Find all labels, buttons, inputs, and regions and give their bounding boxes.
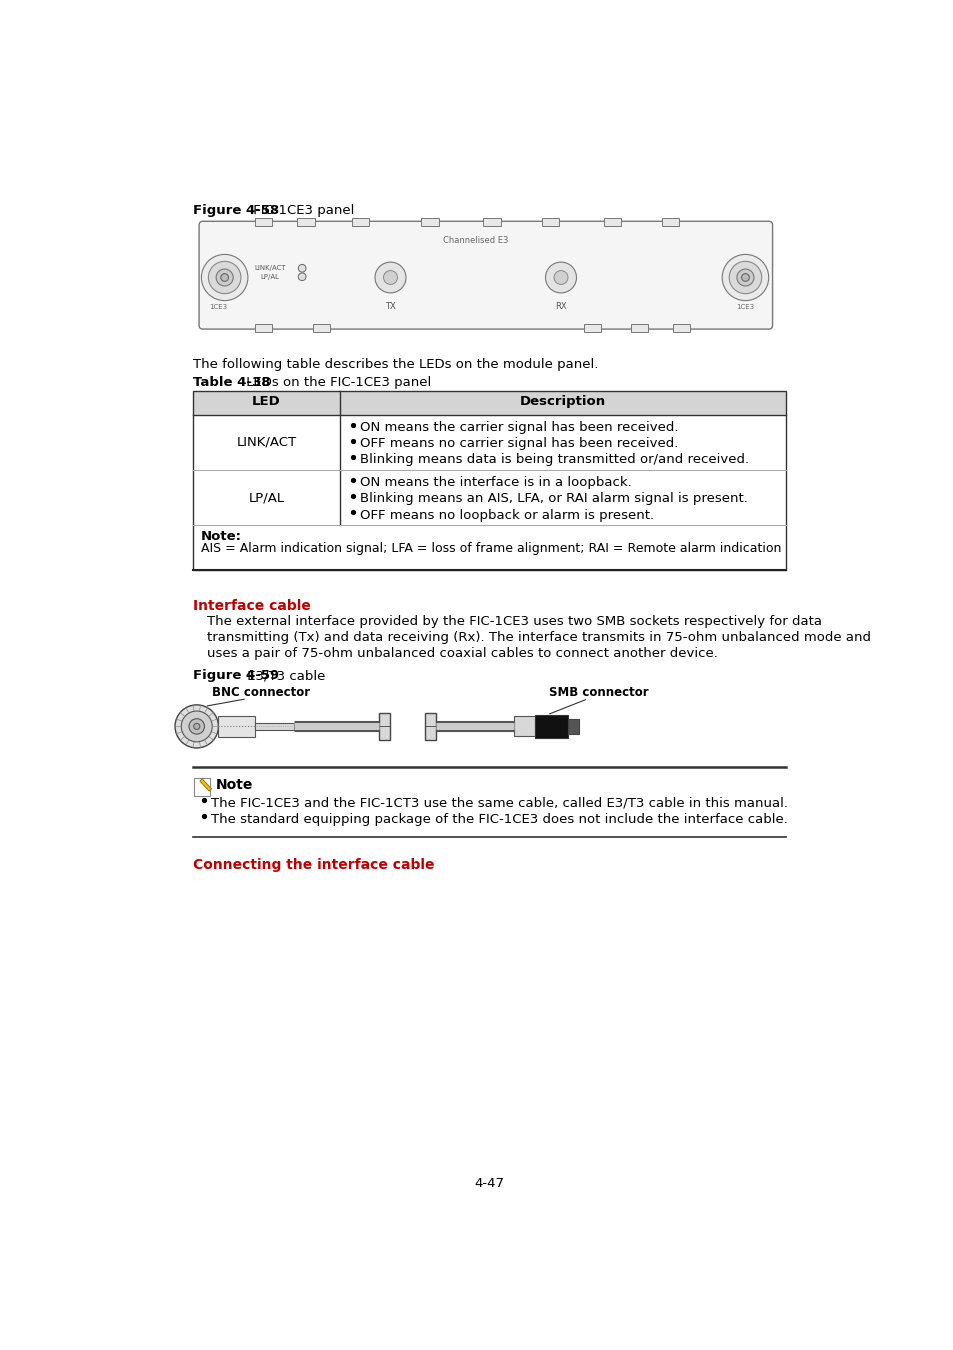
Text: The following table describes the LEDs on the module panel.: The following table describes the LEDs o…: [193, 358, 598, 371]
Bar: [421, 219, 438, 225]
Text: 1CE3: 1CE3: [209, 305, 227, 310]
Text: LED: LED: [252, 396, 280, 408]
Bar: [603, 219, 620, 225]
Text: Table 4-38: Table 4-38: [193, 377, 270, 389]
Text: The FIC-1CE3 and the FIC-1CT3 use the same cable, called E3/T3 cable in this man: The FIC-1CE3 and the FIC-1CT3 use the sa…: [212, 796, 787, 810]
Text: Figure 4-58: Figure 4-58: [193, 204, 279, 217]
Text: LP/AL: LP/AL: [260, 274, 279, 279]
Circle shape: [220, 274, 229, 281]
Circle shape: [554, 270, 567, 285]
Bar: [193, 392, 785, 414]
Circle shape: [728, 262, 760, 294]
Text: LEDs on the FIC-1CE3 panel: LEDs on the FIC-1CE3 panel: [241, 377, 431, 389]
Bar: [567, 718, 578, 734]
Circle shape: [721, 254, 768, 301]
Text: LP/AL: LP/AL: [248, 491, 284, 504]
Text: SMB connector: SMB connector: [549, 686, 648, 699]
Bar: [630, 324, 647, 332]
Text: TX: TX: [385, 302, 395, 311]
Text: Note:: Note:: [200, 531, 241, 543]
Text: 1CE3: 1CE3: [736, 305, 754, 310]
Text: FIC-1CE3 panel: FIC-1CE3 panel: [249, 204, 355, 217]
Bar: [254, 219, 272, 225]
Text: Connecting the interface cable: Connecting the interface cable: [193, 859, 434, 872]
Bar: [313, 324, 330, 332]
Bar: [193, 392, 785, 570]
Text: The standard equipping package of the FIC-1CE3 does not include the interface ca: The standard equipping package of the FI…: [212, 813, 787, 826]
Bar: [425, 713, 436, 740]
Circle shape: [216, 269, 233, 286]
Circle shape: [174, 705, 218, 748]
Circle shape: [298, 265, 306, 273]
Text: OFF means no loopback or alarm is present.: OFF means no loopback or alarm is presen…: [360, 509, 654, 521]
Text: LINK/ACT: LINK/ACT: [236, 436, 296, 448]
Circle shape: [193, 724, 199, 729]
Text: ON means the carrier signal has been received.: ON means the carrier signal has been rec…: [360, 421, 679, 433]
Text: Blinking means data is being transmitted or/and received.: Blinking means data is being transmitted…: [360, 454, 749, 466]
Bar: [661, 219, 679, 225]
Bar: [378, 713, 390, 740]
Circle shape: [375, 262, 406, 293]
Circle shape: [298, 273, 306, 281]
Text: Description: Description: [519, 396, 605, 408]
Circle shape: [181, 711, 212, 741]
Bar: [513, 717, 535, 736]
Text: The external interface provided by the FIC-1CE3 uses two SMB sockets respectivel: The external interface provided by the F…: [207, 614, 821, 628]
Bar: [541, 219, 558, 225]
Text: Note: Note: [215, 778, 253, 792]
Bar: [535, 716, 567, 738]
Text: OFF means no carrier signal has been received.: OFF means no carrier signal has been rec…: [360, 437, 678, 450]
Circle shape: [740, 274, 748, 281]
Circle shape: [545, 262, 576, 293]
Text: ON means the interface is in a loopback.: ON means the interface is in a loopback.: [360, 477, 631, 489]
Text: LINK/ACT: LINK/ACT: [254, 265, 286, 271]
Polygon shape: [199, 779, 212, 791]
Text: Figure 4-59: Figure 4-59: [193, 670, 278, 683]
Bar: [254, 324, 272, 332]
Text: RX: RX: [555, 302, 566, 311]
Text: AIS = Alarm indication signal; LFA = loss of frame alignment; RAI = Remote alarm: AIS = Alarm indication signal; LFA = los…: [200, 543, 781, 555]
Bar: [483, 219, 500, 225]
Text: uses a pair of 75-ohm unbalanced coaxial cables to connect another device.: uses a pair of 75-ohm unbalanced coaxial…: [207, 647, 717, 660]
Text: E3/T3 cable: E3/T3 cable: [243, 670, 325, 683]
Text: Interface cable: Interface cable: [193, 599, 311, 613]
Bar: [583, 324, 600, 332]
Text: 4-47: 4-47: [474, 1177, 503, 1189]
Circle shape: [201, 254, 248, 301]
Text: BNC connector: BNC connector: [212, 686, 310, 699]
Circle shape: [736, 269, 753, 286]
FancyBboxPatch shape: [199, 221, 772, 329]
Circle shape: [208, 262, 241, 294]
Text: Channelised E3: Channelised E3: [442, 236, 508, 244]
Text: transmitting (Tx) and data receiving (Rx). The interface transmits in 75-ohm unb: transmitting (Tx) and data receiving (Rx…: [207, 630, 870, 644]
Bar: [352, 219, 369, 225]
Bar: [673, 324, 690, 332]
Bar: [194, 778, 210, 796]
Circle shape: [189, 718, 204, 734]
Bar: [297, 219, 314, 225]
Text: Blinking means an AIS, LFA, or RAI alarm signal is present.: Blinking means an AIS, LFA, or RAI alarm…: [360, 493, 747, 505]
Bar: [254, 722, 294, 730]
Bar: [218, 716, 254, 737]
Circle shape: [383, 270, 397, 285]
